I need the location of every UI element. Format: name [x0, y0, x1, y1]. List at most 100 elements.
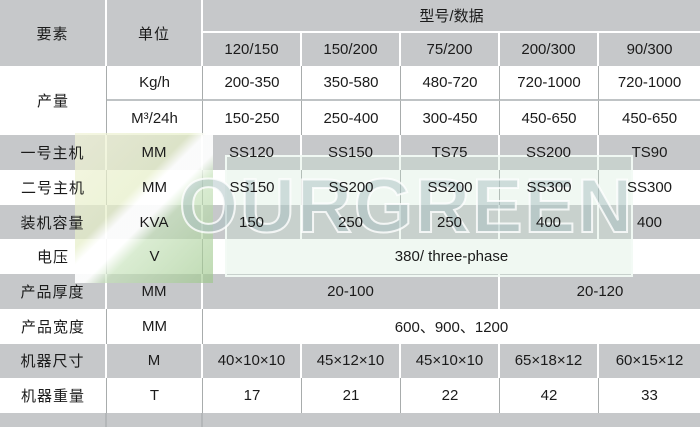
cell-text: 21	[342, 387, 360, 405]
cell-text: SS200	[525, 144, 572, 162]
cell-host2-2: SS200	[401, 170, 500, 205]
cell-host1-2: TS75	[401, 135, 500, 171]
row-voltage: 电压 V 380/ three-phase	[0, 239, 700, 275]
strip-cell	[203, 412, 700, 427]
cell-size-1: 45×12×10	[302, 343, 401, 379]
cell-text: 450-650	[521, 109, 577, 127]
cell-factor-header: 要素	[0, 0, 107, 66]
cell-text: 22	[441, 387, 459, 405]
cell-host1-4: TS90	[599, 135, 700, 171]
cell-host2-1: SS200	[302, 170, 401, 205]
cell-text: M³/24h	[131, 109, 178, 127]
cell-text: 20-120	[576, 282, 624, 300]
cell-weight-0: 17	[203, 378, 302, 413]
cell-text: T	[149, 387, 160, 405]
strip-cell	[107, 412, 203, 427]
cell-text: 380/ three-phase	[394, 248, 509, 266]
cell-thickness-right: 20-120	[500, 274, 700, 309]
cell-text: 产量	[36, 93, 69, 111]
cell-model-0: 120/150	[203, 33, 302, 66]
cell-output-kgh-3: 720-1000	[500, 66, 599, 101]
cell-size-3: 65×18×12	[500, 343, 599, 379]
cell-host2-0: SS150	[203, 170, 302, 205]
cell-output-m3-3: 450-650	[500, 100, 599, 136]
cell-text: MM	[141, 144, 167, 162]
cell-text: 200/300	[521, 41, 576, 58]
cell-text: 600、900、1200	[394, 318, 509, 336]
cell-model-2: 75/200	[401, 33, 500, 66]
cell-model-3: 200/300	[500, 33, 599, 66]
cell-voltage-unit: V	[107, 239, 203, 275]
cell-host1-label: 一号主机	[0, 135, 107, 171]
cell-text: 40×10×10	[217, 352, 286, 370]
cell-text: 250	[337, 213, 364, 231]
cell-text: 450-650	[621, 109, 678, 127]
cell-output-kgh-1: 350-580	[302, 66, 401, 101]
header-row-2: 120/150 150/200 75/200 200/300 90/300	[0, 33, 700, 66]
row-thickness: 产品厚度 MM 20-100 20-120	[0, 274, 700, 309]
cell-weight-3: 42	[500, 378, 599, 413]
cell-weight-unit: T	[107, 378, 203, 413]
cell-text: V	[149, 248, 160, 266]
cell-text: TS75	[431, 144, 468, 162]
cell-text: 装机容量	[20, 214, 85, 232]
cell-text: 150	[238, 213, 265, 231]
cell-capacity-0: 150	[203, 204, 302, 240]
cell-text: 400	[535, 213, 562, 231]
row-bottom-strip	[0, 412, 700, 427]
cell-text: SS200	[328, 178, 374, 196]
cell-pwidth-label: 产品宽度	[0, 308, 107, 344]
row-product-width: 产品宽度 MM 600、900、1200	[0, 308, 700, 344]
cell-text: MM	[142, 317, 167, 335]
cell-text: 要素	[36, 25, 69, 43]
header-row-1: 要素 单位 型号/数据	[0, 0, 700, 66]
cell-unit-header: 单位	[107, 0, 203, 66]
cell-weight-4: 33	[599, 378, 700, 413]
cell-size-unit: M	[107, 343, 203, 379]
cell-text: 型号/数据	[419, 8, 484, 25]
cell-text: TS90	[631, 144, 668, 162]
cell-output-m3-2: 300-450	[401, 100, 500, 136]
row-host1: 一号主机 MM SS120 SS150 TS75 SS200 TS90	[0, 135, 700, 171]
cell-host2-label: 二号主机	[0, 170, 107, 205]
cell-host1-3: SS200	[500, 135, 599, 171]
row-capacity: 装机容量 KVA 150 250 250 400 400	[0, 204, 700, 240]
row-host2: 二号主机 MM SS150 SS200 SS200 SS300 SS300	[0, 170, 700, 205]
row-output-kgh: 产量 Kg/h 200-350 350-580 480-720 720-1000…	[0, 66, 700, 136]
cell-thickness-left: 20-100	[203, 274, 500, 309]
cell-weight-1: 21	[302, 378, 401, 413]
cell-size-2: 45×10×10	[401, 343, 500, 379]
cell-text: M	[147, 352, 161, 370]
cell-text: 65×18×12	[514, 352, 583, 370]
cell-text: 720-1000	[517, 73, 581, 91]
cell-text: 45×12×10	[316, 352, 385, 370]
cell-pwidth-unit: MM	[107, 308, 203, 344]
cell-thickness-label: 产品厚度	[0, 274, 107, 309]
cell-text: SS150	[229, 178, 275, 196]
cell-text: 720-1000	[617, 73, 682, 91]
row-output-m3: M³/24h 150-250 250-400 300-450 450-650 4…	[0, 100, 700, 136]
cell-host1-unit: MM	[107, 135, 203, 171]
cell-capacity-2: 250	[401, 204, 500, 240]
strip-cell	[0, 412, 107, 427]
cell-text: 一号主机	[20, 145, 85, 163]
cell-output-m3-4: 450-650	[599, 100, 700, 136]
cell-model-1: 150/200	[302, 33, 401, 66]
cell-weight-label: 机器重量	[0, 378, 107, 413]
cell-output-kgh-4: 720-1000	[599, 66, 700, 101]
row-machine-weight: 机器重量 T 17 21 22 42 33	[0, 378, 700, 413]
cell-text: SS300	[626, 178, 673, 196]
cell-model-data-header: 型号/数据	[203, 0, 700, 33]
cell-text: Kg/h	[139, 73, 170, 91]
cell-host2-3: SS300	[500, 170, 599, 205]
cell-text: SS150	[327, 144, 374, 162]
cell-text: 90/300	[626, 41, 673, 58]
cell-output-kgh-2: 480-720	[401, 66, 500, 101]
cell-text: 17	[243, 387, 261, 405]
cell-capacity-label: 装机容量	[0, 204, 107, 240]
cell-model-4: 90/300	[599, 33, 700, 66]
cell-output-kgh-unit: Kg/h	[107, 66, 203, 101]
cell-text: 机器尺寸	[20, 353, 85, 371]
